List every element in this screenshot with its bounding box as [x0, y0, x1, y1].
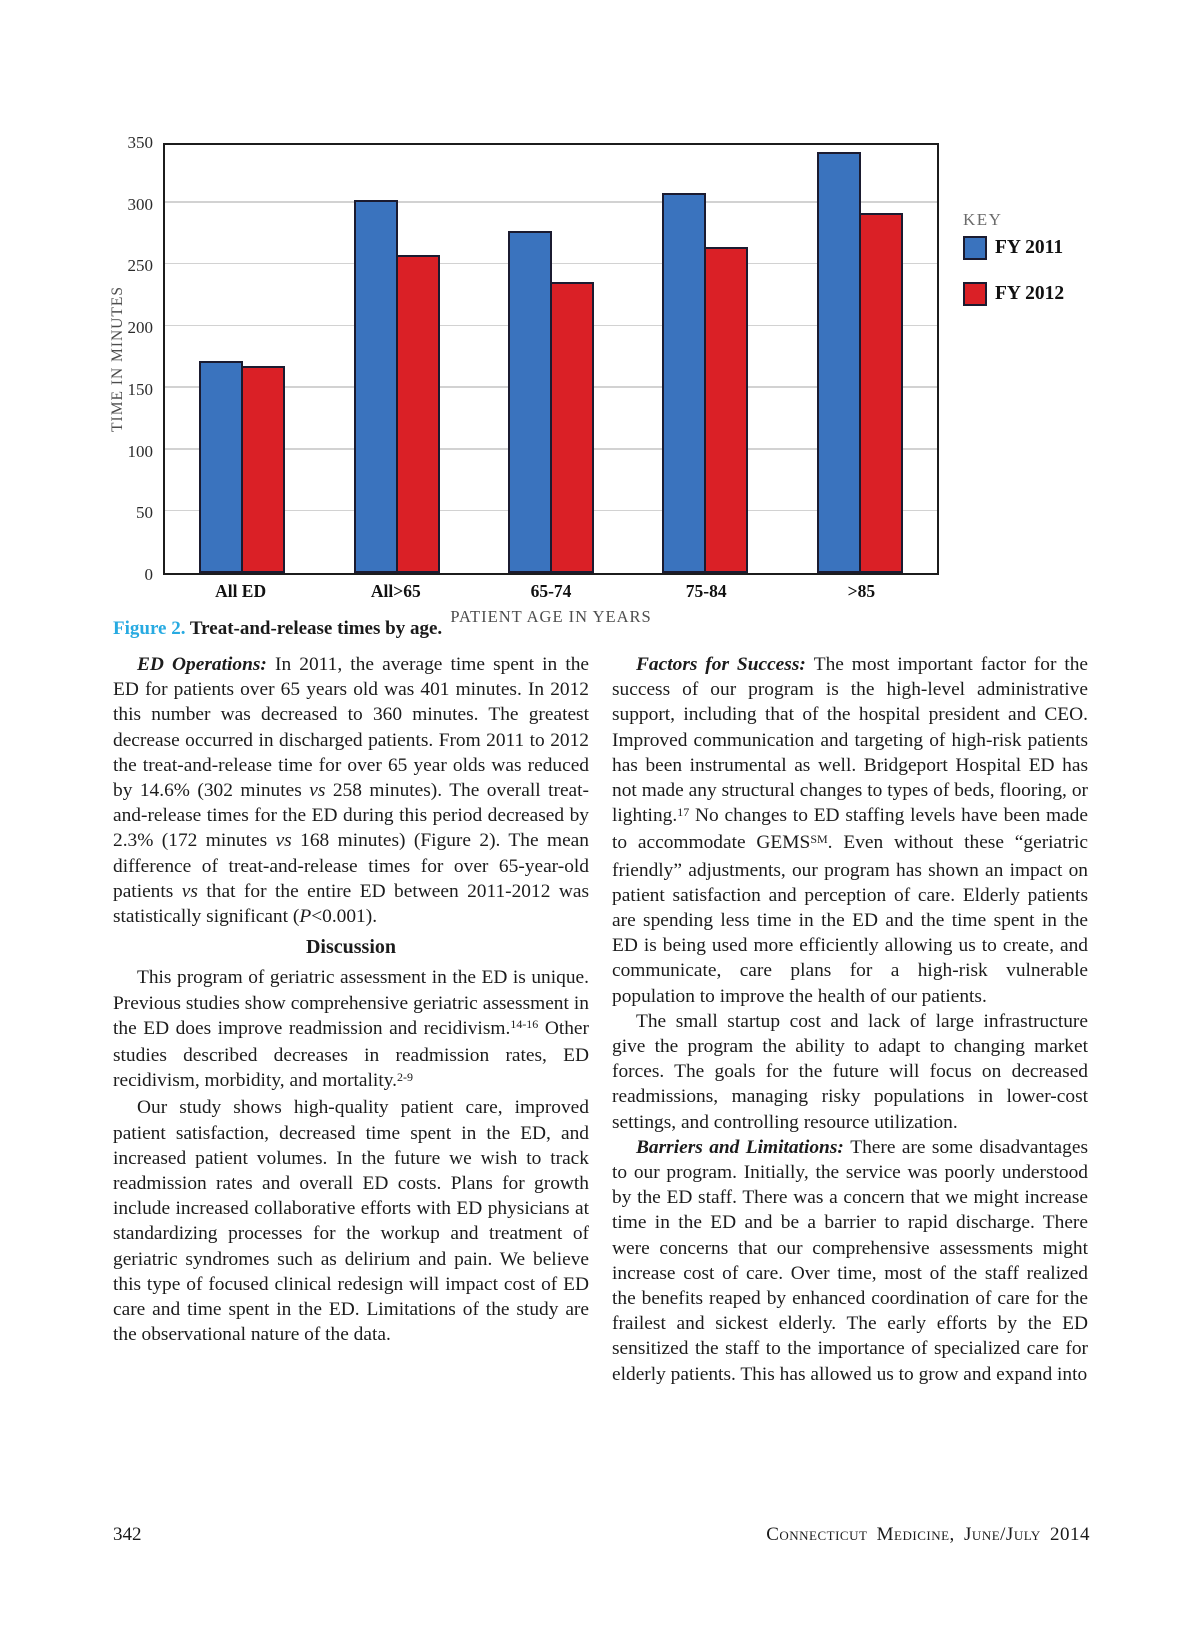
legend-swatch-icon — [963, 236, 987, 260]
legend-items: FY 2011 FY 2012 — [963, 236, 1064, 306]
bar-fy2012-alled — [241, 365, 286, 573]
y-axis-ticks: 0 50 100 150 200 250 300 350 — [0, 133, 154, 584]
paragraph: Our study shows high-quality patient car… — [113, 1097, 589, 1346]
y-tick-label: 50 — [136, 503, 153, 523]
y-tick-label: 150 — [127, 379, 154, 399]
bar-fy2011-75-84 — [662, 192, 707, 573]
section-heading: Discussion — [305, 936, 397, 959]
bar-fy2011->85 — [816, 152, 861, 573]
x-category-label: All>65 — [370, 581, 421, 601]
y-tick-label: 350 — [127, 133, 154, 152]
gridline — [165, 201, 937, 203]
bar-group — [783, 145, 937, 573]
bar-fy2012-75-84 — [704, 247, 749, 573]
y-tick-label: 250 — [127, 256, 154, 276]
bar-fy2012-65-74 — [550, 281, 595, 573]
x-axis-category-labels: All ED All>65 65-74 75-84 >85 — [163, 581, 939, 602]
page-number: 342 — [113, 1524, 142, 1545]
journal-name: Connecticut Medicine, June/July 2014 — [766, 1524, 1090, 1545]
paragraph: Factors for Success: The most important … — [612, 654, 1089, 1007]
paragraph: ED Operations: In 2011, the average time… — [113, 654, 590, 928]
legend-item: FY 2012 — [963, 282, 1064, 306]
bar-fy2012->85 — [858, 212, 903, 573]
bar-fy2011-65-74 — [508, 231, 553, 573]
paragraph: This program of geriatric assessment in … — [113, 967, 589, 1092]
x-category-label: >85 — [847, 581, 876, 601]
x-axis-title: PATIENT AGE IN YEARS — [450, 607, 652, 626]
chart-legend: KEY FY 2011 FY 2012 — [963, 210, 1064, 328]
article-column-left: ED Operations: In 2011, the average time… — [113, 652, 589, 1347]
bar-groups — [165, 145, 937, 573]
y-tick-label: 0 — [144, 565, 154, 584]
bar-fy2011-alled — [199, 360, 244, 573]
bar-group — [165, 145, 319, 573]
x-category-label: 65-74 — [530, 581, 572, 601]
legend-title: KEY — [963, 210, 1003, 229]
plot-area — [163, 143, 939, 575]
x-category-label: All ED — [215, 581, 267, 601]
legend-swatch-icon — [963, 282, 987, 306]
figure-caption-label: Figure 2. — [113, 618, 186, 639]
y-tick-label: 100 — [127, 441, 154, 461]
page-footer: 342 Connecticut Medicine, June/July 2014 — [113, 1524, 1090, 1546]
legend-label: FY 2012 — [995, 283, 1065, 304]
bar-group — [628, 145, 782, 573]
legend-label: FY 2011 — [995, 237, 1064, 258]
figure-caption-text: Treat-and-release times by age. — [189, 618, 443, 639]
bar-fy2011-all>65 — [353, 200, 398, 573]
bar-group — [474, 145, 628, 573]
paragraph: The small startup cost and lack of large… — [612, 1010, 1088, 1133]
y-tick-label: 300 — [127, 194, 154, 214]
article-column-right: Factors for Success: The most important … — [612, 652, 1088, 1387]
bar-group — [319, 145, 473, 573]
figure-caption: Figure 2. Treat-and-release times by age… — [113, 618, 442, 640]
paragraph: Barriers and Limitations: There are some… — [612, 1136, 1088, 1385]
legend-item: FY 2011 — [963, 236, 1064, 260]
y-tick-label: 200 — [127, 318, 154, 338]
x-category-label: 75-84 — [685, 581, 727, 601]
bar-fy2012-all>65 — [395, 254, 440, 573]
